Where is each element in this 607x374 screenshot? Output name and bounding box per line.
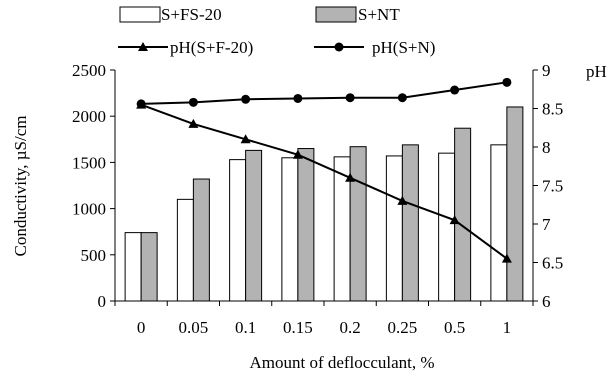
bar-s-nt-6 — [454, 127, 472, 302]
y2-tick-label-3: 7.5 — [542, 177, 563, 196]
x-tick-label-2: 0.1 — [235, 318, 256, 337]
point-ph-s-f-20-1 — [188, 118, 199, 128]
x-tick-label-5: 0.25 — [388, 318, 418, 337]
bar-s-nt-2 — [245, 149, 263, 302]
x-tick-label-6: 0.5 — [444, 318, 465, 337]
point-ph-s-f-20-6 — [449, 215, 460, 225]
legend: S+FS-20 S+NT pH(S+F-20) pH(S+N) — [118, 5, 435, 57]
point-ph-s-f-20-4 — [345, 172, 356, 182]
bar-s-nt-5 — [401, 144, 419, 302]
x-axis-title: Amount of deflocculant, % — [249, 353, 434, 372]
point-ph-s-n-4 — [345, 93, 355, 103]
bar-s-nt-1 — [192, 178, 210, 302]
bar-s-fs-20-6 — [438, 152, 456, 302]
y2-tick-label-4: 8 — [542, 138, 551, 157]
point-ph-s-f-20-7 — [501, 253, 512, 263]
legend-line-ph-s-f-20 — [118, 42, 168, 51]
bar-s-nt-7 — [506, 106, 524, 302]
y-axis-title: Conductivity, µS/cm — [11, 116, 30, 257]
legend-line-ph-s-n — [314, 42, 364, 52]
point-ph-s-n-2 — [241, 94, 251, 104]
y2-tick-label-1: 6.5 — [542, 254, 563, 273]
bar-s-fs-20-3 — [281, 157, 299, 302]
legend-label-s-nt: S+NT — [358, 5, 400, 24]
bar-s-fs-20-0 — [124, 232, 142, 302]
bar-s-fs-20-1 — [176, 198, 194, 302]
y-tick-label-2: 1000 — [72, 200, 106, 219]
legend-label-s-fs-20: S+FS-20 — [161, 5, 222, 24]
y-tick-label-3: 1500 — [72, 153, 106, 172]
bar-s-nt-4 — [349, 146, 367, 302]
line-ph-s-n — [141, 81, 508, 105]
y-tick-label-0: 0 — [98, 292, 107, 311]
legend-swatch-s-nt — [315, 6, 357, 23]
y-tick-label-5: 2500 — [72, 61, 106, 80]
bar-s-fs-20-2 — [229, 159, 247, 302]
line-ph-s-f-20 — [140, 103, 508, 260]
x-tick-label-7: 1 — [503, 318, 512, 337]
point-ph-s-n-5 — [397, 93, 407, 103]
bar-s-nt-3 — [297, 148, 315, 302]
point-ph-s-f-20-5 — [397, 195, 408, 205]
y2-axis-title: pH — [586, 62, 607, 81]
y2-tick-label-6: 9 — [542, 61, 551, 80]
point-ph-s-f-20-3 — [292, 149, 303, 159]
x-tick-label-1: 0.05 — [179, 318, 209, 337]
x-tick-label-3: 0.15 — [283, 318, 313, 337]
y2-tick-label-0: 6 — [542, 292, 551, 311]
bar-s-fs-20-5 — [385, 155, 403, 302]
legend-swatch-s-fs-20 — [119, 6, 161, 23]
point-ph-s-n-6 — [450, 85, 460, 95]
plot-area: 0 500 1000 1500 2000 2500 6 6.5 7 7.5 8 8.5 9 0 0.05 0.… — [72, 61, 563, 337]
legend-label-ph-s-f-20: pH(S+F-20) — [170, 38, 253, 57]
point-ph-s-n-0 — [136, 99, 146, 109]
point-ph-s-n-1 — [188, 97, 198, 107]
point-ph-s-f-20-2 — [240, 134, 251, 144]
bar-s-nt-0 — [140, 232, 158, 302]
y-tick-label-1: 500 — [81, 246, 107, 265]
y-tick-label-4: 2000 — [72, 107, 106, 126]
point-ph-s-n-7 — [502, 77, 512, 87]
x-tick-label-0: 0 — [137, 318, 146, 337]
x-tick-label-4: 0.2 — [340, 318, 361, 337]
y2-tick-label-5: 8.5 — [542, 100, 563, 119]
legend-label-ph-s-n: pH(S+N) — [372, 38, 435, 57]
point-ph-s-n-3 — [293, 93, 303, 103]
y2-tick-label-2: 7 — [542, 215, 551, 234]
bar-s-fs-20-7 — [490, 144, 508, 302]
